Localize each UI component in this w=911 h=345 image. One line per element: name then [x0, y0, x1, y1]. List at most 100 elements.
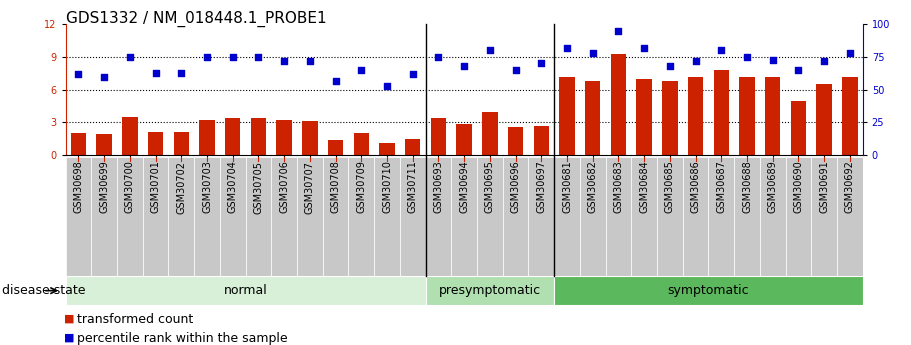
Point — [71, 71, 86, 77]
Bar — [688, 77, 703, 155]
Bar — [631, 157, 657, 276]
Text: GSM30698: GSM30698 — [74, 160, 84, 213]
Bar — [328, 140, 343, 155]
Text: GSM30691: GSM30691 — [819, 160, 829, 213]
Bar — [431, 118, 446, 155]
Text: GSM30705: GSM30705 — [253, 160, 263, 214]
Text: ■: ■ — [64, 333, 75, 343]
Point — [97, 74, 111, 79]
Text: GSM30699: GSM30699 — [99, 160, 109, 213]
Point — [302, 58, 317, 63]
Point — [740, 54, 754, 60]
Text: GSM30704: GSM30704 — [228, 160, 238, 214]
Text: GSM30710: GSM30710 — [382, 160, 392, 214]
Bar — [709, 157, 734, 276]
Bar — [353, 134, 369, 155]
Point — [534, 61, 548, 66]
Bar — [405, 139, 421, 155]
Bar — [297, 157, 322, 276]
Bar — [200, 120, 215, 155]
Point — [637, 45, 651, 50]
Text: GSM30703: GSM30703 — [202, 160, 212, 214]
Text: GSM30709: GSM30709 — [356, 160, 366, 214]
Point — [148, 70, 163, 76]
Bar — [791, 101, 806, 155]
Text: normal: normal — [224, 284, 268, 297]
Point — [431, 54, 445, 60]
Point — [843, 50, 857, 56]
Text: GSM30696: GSM30696 — [510, 160, 520, 213]
Text: GSM30694: GSM30694 — [459, 160, 469, 213]
Point — [483, 48, 497, 53]
Bar — [559, 77, 575, 155]
Text: GSM30707: GSM30707 — [305, 160, 315, 214]
Bar — [122, 117, 138, 155]
Text: GSM30688: GSM30688 — [742, 160, 752, 213]
Bar — [66, 276, 425, 305]
Point — [765, 57, 780, 62]
Bar — [379, 143, 394, 155]
Bar — [148, 132, 163, 155]
Point — [123, 54, 138, 60]
Point — [586, 50, 600, 56]
Text: GSM30692: GSM30692 — [844, 160, 855, 214]
Point — [328, 78, 343, 83]
Bar — [348, 157, 374, 276]
Text: GSM30693: GSM30693 — [434, 160, 444, 213]
Bar — [554, 157, 580, 276]
Bar — [400, 157, 425, 276]
Bar — [812, 157, 837, 276]
Bar — [374, 157, 400, 276]
Bar — [580, 157, 606, 276]
Bar — [246, 157, 271, 276]
Point — [457, 63, 472, 69]
Bar — [503, 157, 528, 276]
Bar — [425, 157, 451, 276]
Text: GSM30702: GSM30702 — [177, 160, 187, 214]
Bar — [71, 134, 87, 155]
Bar — [837, 157, 863, 276]
Text: presymptomatic: presymptomatic — [439, 284, 541, 297]
Point — [662, 63, 677, 69]
Text: GSM30695: GSM30695 — [485, 160, 495, 214]
Bar — [66, 157, 91, 276]
Bar — [637, 79, 652, 155]
Bar — [765, 77, 781, 155]
Bar — [117, 157, 143, 276]
Bar — [554, 276, 863, 305]
Bar — [482, 111, 497, 155]
Bar — [271, 157, 297, 276]
Point — [791, 67, 805, 73]
Bar — [507, 127, 523, 155]
Bar — [174, 132, 189, 155]
Bar — [194, 157, 220, 276]
Text: GSM30711: GSM30711 — [408, 160, 418, 214]
Point — [225, 54, 240, 60]
Bar — [425, 276, 554, 305]
Text: GDS1332 / NM_018448.1_PROBE1: GDS1332 / NM_018448.1_PROBE1 — [66, 10, 326, 27]
Bar — [713, 70, 729, 155]
Text: GSM30687: GSM30687 — [716, 160, 726, 214]
Point — [405, 71, 420, 77]
Bar — [785, 157, 812, 276]
Bar — [220, 157, 246, 276]
Bar — [534, 126, 549, 155]
Bar — [322, 157, 348, 276]
Bar — [225, 118, 241, 155]
Point — [689, 58, 703, 63]
Text: GSM30690: GSM30690 — [793, 160, 804, 213]
Text: GSM30689: GSM30689 — [768, 160, 778, 213]
Bar — [662, 81, 678, 155]
Text: GSM30701: GSM30701 — [150, 160, 160, 214]
Point — [277, 58, 292, 63]
Text: percentile rank within the sample: percentile rank within the sample — [77, 332, 288, 345]
Point — [251, 54, 266, 60]
Point — [354, 67, 369, 73]
Bar — [451, 157, 477, 276]
Bar — [169, 157, 194, 276]
Text: GSM30697: GSM30697 — [537, 160, 547, 214]
Text: GSM30686: GSM30686 — [691, 160, 701, 213]
Bar — [276, 120, 292, 155]
Text: GSM30681: GSM30681 — [562, 160, 572, 213]
Bar — [842, 77, 857, 155]
